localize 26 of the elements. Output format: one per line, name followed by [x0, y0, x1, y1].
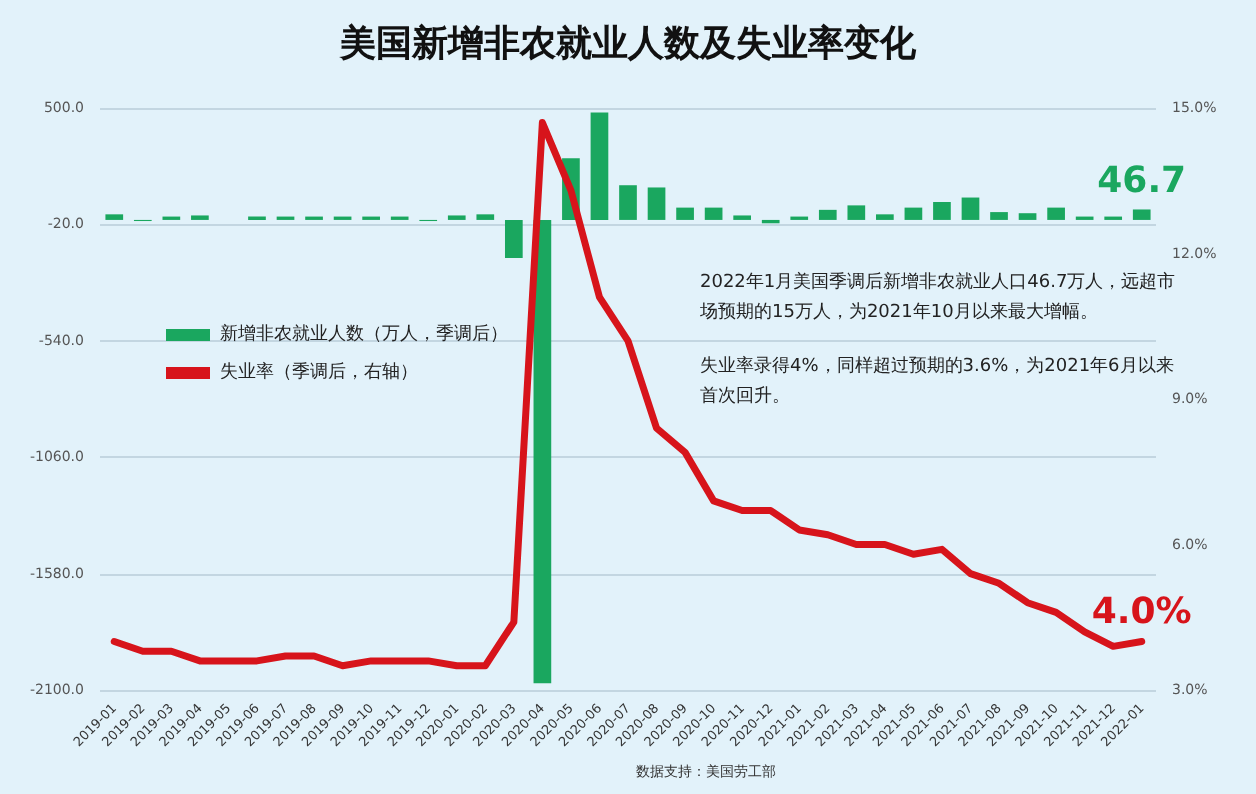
- bar: [1047, 207, 1065, 220]
- bar: [533, 219, 552, 684]
- bar: [619, 185, 637, 220]
- bar: [818, 209, 837, 220]
- data-label: 46.7: [1097, 160, 1187, 203]
- bar: [990, 212, 1008, 220]
- bar: [961, 197, 980, 220]
- chart-title: 美国新增非农就业人数及失业率变化: [338, 23, 918, 65]
- bar: [590, 112, 609, 220]
- bar: [476, 214, 495, 220]
- bar: [847, 205, 866, 220]
- bar: [1132, 209, 1151, 220]
- bar: [704, 207, 723, 220]
- legend-label: 失业率（季调后，右轴）: [220, 361, 418, 383]
- bar: [933, 202, 951, 220]
- legend-label: 新增非农就业人数（万人，季调后）: [220, 323, 508, 345]
- bar: [504, 219, 523, 258]
- bar: [647, 187, 666, 220]
- annotation: 2022年1月美国季调后新增非农就业人口46.7万人，远超市场预期的15万人，为2021年10月以来最大增幅。: [698, 271, 1176, 323]
- bar: [105, 214, 124, 220]
- bar: [676, 207, 694, 220]
- bar: [1018, 213, 1037, 220]
- bar: [876, 214, 894, 220]
- bar: [904, 207, 923, 220]
- annotation: 失业率录得4%，同样超过预期的3.6%，为2021年6月以来首次回升。: [700, 355, 1174, 407]
- data-label: 4.0%: [1091, 590, 1192, 633]
